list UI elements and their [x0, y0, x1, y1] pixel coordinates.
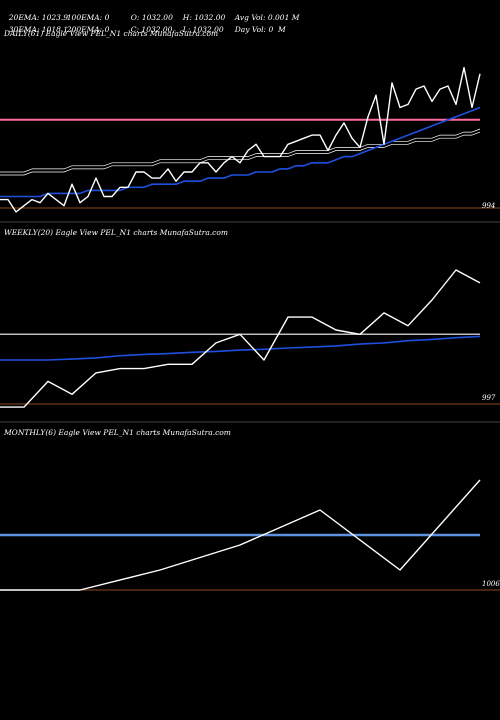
header-row-1: 20EMA: 1023.9100EMA: 0 O: 1032.00 H: 1032.… [4, 4, 300, 22]
weekly-panel: 997 [0, 269, 500, 408]
axis-value-label: 994 [482, 202, 495, 210]
daily-ema-slow-line [0, 128, 481, 173]
avg-vol-readout: Avg Vol: 0.001 M [234, 13, 300, 22]
monthly-price-line [0, 479, 481, 591]
high-readout: H: 1032.00 [182, 13, 226, 22]
monthly-panel-label: MONTHLY(6) Eagle View PEL_N1 charts Muna… [4, 428, 231, 437]
low-readout: L: 1032.00 [182, 25, 224, 34]
weekly-panel-label: WEEKLY(20) Eagle View PEL_N1 charts Muna… [4, 228, 229, 237]
daily-ema-slow-line-2 [0, 131, 481, 176]
header-row-2: 30EMA: 1018.1200EMA: 0 C: 1032.00 L: 1032.… [4, 16, 286, 34]
open-readout: O: 1032.00 [130, 13, 173, 22]
daily-panel-label: DAILY(61) Eagle View PEL_N1 charts Munaf… [4, 29, 219, 38]
ema100-readout: 100EMA: 0 [66, 13, 110, 22]
monthly-panel: 1006 [0, 479, 500, 591]
weekly-price-line [0, 269, 481, 408]
daily-ema-fast-line [0, 106, 481, 198]
day-vol-readout: Day Vol: 0 M [234, 25, 286, 34]
axis-value-label: 997 [482, 394, 496, 402]
ema30-readout: 30EMA: 1018.1 [8, 25, 69, 34]
ema200-readout: 200EMA: 0 [66, 25, 110, 34]
daily-price-line [0, 66, 481, 213]
close-readout: C: 1032.00 [130, 25, 173, 34]
weekly-ema-line [0, 335, 481, 361]
daily-panel: 994 [0, 66, 500, 213]
axis-value-label: 1006 [482, 580, 500, 588]
ema20-readout: 20EMA: 1023.9 [8, 13, 69, 22]
